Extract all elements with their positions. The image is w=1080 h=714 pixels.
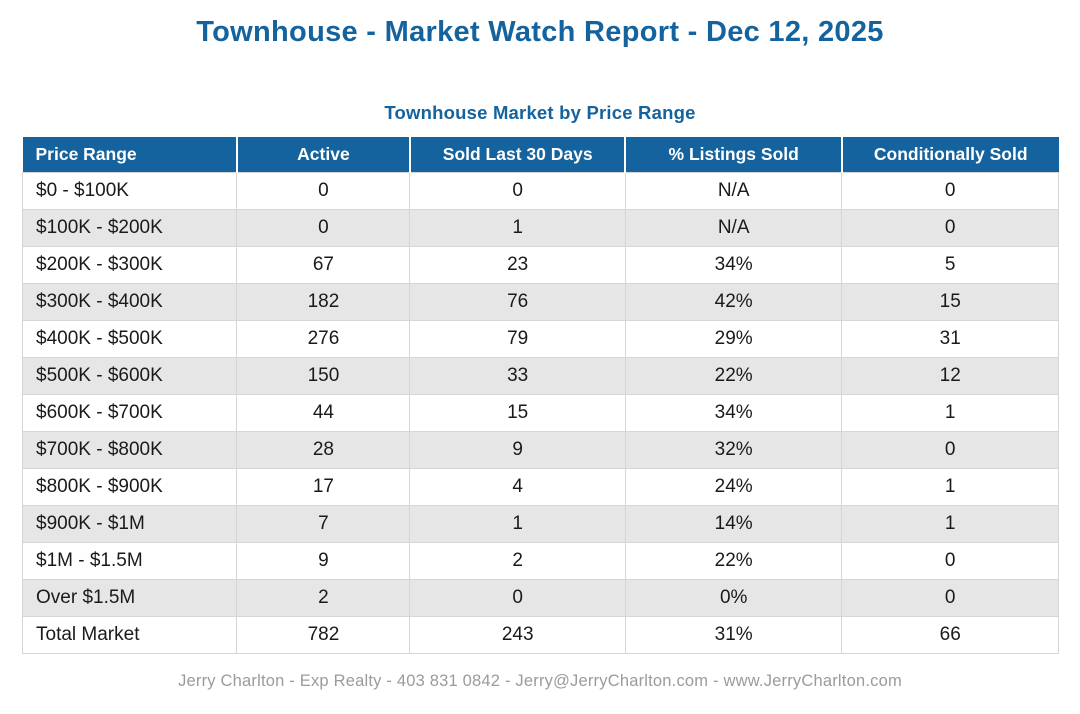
table-row: $0 - $100K 0 0 N/A 0 bbox=[21, 172, 1059, 210]
row-label-cell: $500K - $600K bbox=[21, 357, 238, 395]
value-cell: 243 bbox=[409, 616, 626, 654]
value-cell: 5 bbox=[841, 246, 1059, 284]
value-cell: 0 bbox=[841, 579, 1059, 617]
page-title: Townhouse - Market Watch Report - Dec 12… bbox=[196, 16, 884, 48]
table-header-row: Price Range Active Sold Last 30 Days % L… bbox=[22, 137, 1059, 173]
table-title: Townhouse Market by Price Range bbox=[384, 102, 696, 123]
value-cell: 67 bbox=[236, 246, 411, 284]
value-cell: 15 bbox=[409, 394, 626, 432]
table-row: $800K - $900K 17 4 24% 1 bbox=[21, 468, 1059, 506]
value-cell: 0 bbox=[409, 172, 626, 210]
value-cell: 31% bbox=[624, 616, 843, 654]
value-cell: 28 bbox=[236, 431, 411, 469]
value-cell: 0 bbox=[841, 209, 1059, 247]
table-row: $200K - $300K 67 23 34% 5 bbox=[21, 246, 1059, 284]
value-cell: 0 bbox=[236, 172, 411, 210]
value-cell: 9 bbox=[409, 431, 626, 469]
table-row: $100K - $200K 0 1 N/A 0 bbox=[21, 209, 1059, 247]
value-cell: 1 bbox=[409, 209, 626, 247]
row-label-cell: $0 - $100K bbox=[21, 172, 238, 210]
value-cell: 29% bbox=[624, 320, 843, 358]
table-container: Price Range Active Sold Last 30 Days % L… bbox=[21, 137, 1059, 654]
column-header-sold-last-30-days: Sold Last 30 Days bbox=[409, 137, 627, 173]
row-label-cell: $700K - $800K bbox=[21, 431, 238, 469]
value-cell: 22% bbox=[624, 357, 843, 395]
table-body: $0 - $100K 0 0 N/A 0 $100K - $200K 0 1 N/A 0 $200K… bbox=[21, 172, 1059, 654]
table-row: $1M - $1.5M 9 2 22% 0 bbox=[21, 542, 1059, 580]
row-label-cell: $300K - $400K bbox=[21, 283, 238, 321]
value-cell: 44 bbox=[236, 394, 411, 432]
row-label-cell: $200K - $300K bbox=[21, 246, 238, 284]
value-cell: 0 bbox=[841, 542, 1059, 580]
row-label-cell: Over $1.5M bbox=[21, 579, 238, 617]
value-cell: 33 bbox=[409, 357, 626, 395]
table-row: $900K - $1M 7 1 14% 1 bbox=[21, 505, 1059, 543]
row-label-cell: $100K - $200K bbox=[21, 209, 238, 247]
value-cell: 0 bbox=[409, 579, 626, 617]
value-cell: 0% bbox=[624, 579, 843, 617]
value-cell: N/A bbox=[624, 209, 843, 247]
value-cell: 34% bbox=[624, 394, 843, 432]
value-cell: 42% bbox=[624, 283, 843, 321]
column-header-pct-listings-sold: % Listings Sold bbox=[625, 137, 843, 173]
table-row: $400K - $500K 276 79 29% 31 bbox=[21, 320, 1059, 358]
value-cell: 17 bbox=[236, 468, 411, 506]
table-row: Over $1.5M 2 0 0% 0 bbox=[21, 579, 1059, 617]
value-cell: 0 bbox=[841, 431, 1059, 469]
value-cell: 276 bbox=[236, 320, 411, 358]
row-label-cell: $400K - $500K bbox=[21, 320, 238, 358]
table-header: Price Range Active Sold Last 30 Days % L… bbox=[22, 137, 1059, 173]
value-cell: 150 bbox=[236, 357, 411, 395]
table-row: $500K - $600K 150 33 22% 12 bbox=[21, 357, 1059, 395]
footer-contact-line: Jerry Charlton - Exp Realty - 403 831 08… bbox=[178, 672, 902, 690]
table-row: $300K - $400K 182 76 42% 15 bbox=[21, 283, 1059, 321]
value-cell: 4 bbox=[409, 468, 626, 506]
value-cell: 23 bbox=[409, 246, 626, 284]
row-label-cell: $800K - $900K bbox=[21, 468, 238, 506]
value-cell: 9 bbox=[236, 542, 411, 580]
value-cell: 0 bbox=[841, 172, 1059, 210]
value-cell: 79 bbox=[409, 320, 626, 358]
table-row: $600K - $700K 44 15 34% 1 bbox=[21, 394, 1059, 432]
value-cell: 15 bbox=[841, 283, 1059, 321]
value-cell: 2 bbox=[409, 542, 626, 580]
value-cell: 12 bbox=[841, 357, 1059, 395]
value-cell: 182 bbox=[236, 283, 411, 321]
column-header-active: Active bbox=[236, 137, 411, 173]
value-cell: 22% bbox=[624, 542, 843, 580]
column-header-price-range: Price Range bbox=[22, 137, 238, 173]
table-row: $700K - $800K 28 9 32% 0 bbox=[21, 431, 1059, 469]
row-label-cell: Total Market bbox=[21, 616, 238, 654]
value-cell: 24% bbox=[624, 468, 843, 506]
value-cell: 76 bbox=[409, 283, 626, 321]
row-label-cell: $900K - $1M bbox=[21, 505, 238, 543]
column-header-conditionally-sold: Conditionally Sold bbox=[841, 137, 1059, 173]
value-cell: 1 bbox=[841, 505, 1059, 543]
value-cell: 7 bbox=[236, 505, 411, 543]
row-label-cell: $1M - $1.5M bbox=[21, 542, 238, 580]
value-cell: 1 bbox=[841, 468, 1059, 506]
value-cell: 14% bbox=[624, 505, 843, 543]
value-cell: 34% bbox=[624, 246, 843, 284]
value-cell: 0 bbox=[236, 209, 411, 247]
value-cell: N/A bbox=[624, 172, 843, 210]
value-cell: 31 bbox=[841, 320, 1059, 358]
price-range-table: Price Range Active Sold Last 30 Days % L… bbox=[21, 137, 1059, 654]
value-cell: 1 bbox=[841, 394, 1059, 432]
value-cell: 782 bbox=[236, 616, 411, 654]
value-cell: 1 bbox=[409, 505, 626, 543]
value-cell: 2 bbox=[236, 579, 411, 617]
value-cell: 66 bbox=[841, 616, 1059, 654]
table-row: Total Market 782 243 31% 66 bbox=[21, 616, 1059, 654]
row-label-cell: $600K - $700K bbox=[21, 394, 238, 432]
value-cell: 32% bbox=[624, 431, 843, 469]
